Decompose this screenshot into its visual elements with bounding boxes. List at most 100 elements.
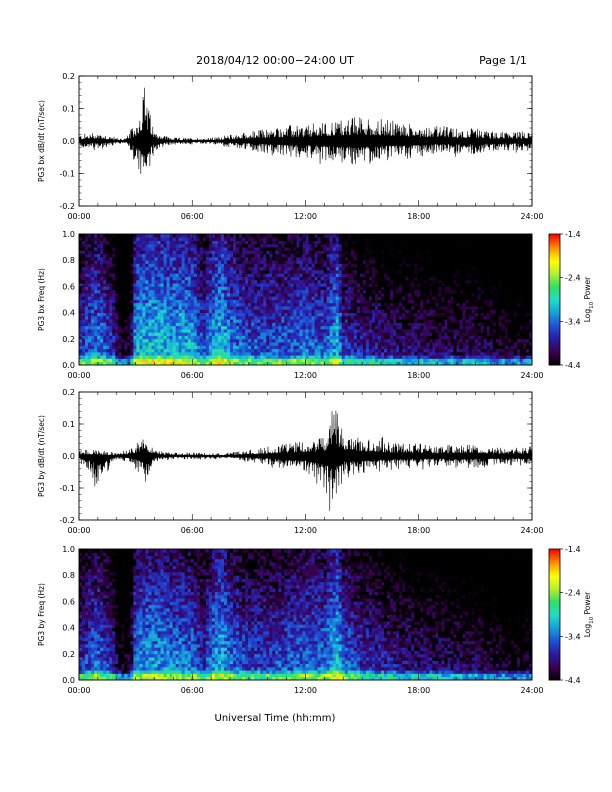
spectrogram-cell <box>426 243 430 248</box>
spectrogram-cell <box>296 338 300 343</box>
spectrogram-cell <box>266 279 270 284</box>
spectrogram-cell <box>420 243 424 248</box>
spectrogram-cell <box>396 342 400 346</box>
spectrogram-cell <box>317 286 321 291</box>
spectrogram-cell <box>245 325 249 330</box>
spectrogram-cell <box>293 338 297 343</box>
spectrogram-cell <box>257 273 261 277</box>
spectrogram-cell <box>118 270 122 274</box>
spectrogram-cell <box>381 247 385 251</box>
spectrogram-cell <box>139 309 143 313</box>
spectrogram-cell <box>278 240 282 245</box>
spectrogram-cell <box>205 270 210 274</box>
spectrogram-cell <box>142 342 146 346</box>
spectrogram-cell <box>308 302 312 307</box>
spectrogram-cell <box>181 247 186 251</box>
spectrogram-cell <box>444 256 448 261</box>
spectrogram-cell <box>115 279 119 284</box>
spectrogram-cell <box>441 355 445 359</box>
spectrogram-cell <box>302 361 306 366</box>
spectrogram-cell <box>136 292 140 297</box>
spectrogram-cell <box>184 250 189 255</box>
spectrogram-cell <box>305 312 309 317</box>
spectrogram-cell <box>332 286 337 291</box>
spectrogram-cell <box>356 237 361 241</box>
spectrogram-cell <box>223 322 228 327</box>
spectrogram-cell <box>187 345 192 350</box>
spectrogram-cell <box>254 322 258 327</box>
spectrogram-cell <box>103 279 107 284</box>
spectrogram-cell <box>384 273 388 277</box>
spectrogram-cell <box>248 315 252 320</box>
spectrogram-cell <box>326 253 331 258</box>
spectrogram-cell <box>393 361 397 366</box>
spectrogram-cell <box>344 243 349 248</box>
spectrogram-cell <box>293 286 297 291</box>
spectrogram-cell <box>130 312 134 317</box>
spectrogram-cell <box>121 315 125 320</box>
spectrogram-cell <box>130 358 134 363</box>
spectrogram-cell <box>103 332 107 336</box>
spectrogram-cell <box>160 234 164 238</box>
spectrogram-cell <box>205 325 210 330</box>
spectrogram-cell <box>239 260 243 264</box>
spectrogram-cell <box>184 286 189 291</box>
spectrogram-cell <box>85 315 89 320</box>
spectrogram-cell <box>97 263 101 268</box>
spectrogram-cell <box>142 273 146 277</box>
spectrogram-cell <box>344 358 349 363</box>
spectrogram-cell <box>220 299 225 304</box>
spectrogram-cell <box>423 234 427 238</box>
spectrogram-cell <box>396 260 400 264</box>
spectrogram-cell <box>405 338 409 343</box>
spectrogram-cell <box>148 292 152 297</box>
spectrogram-cell <box>299 240 303 245</box>
spectrogram-cell <box>151 306 155 310</box>
spectrogram-cell <box>359 253 364 258</box>
spectrogram-cell <box>251 338 255 343</box>
spectrogram-cell <box>85 355 89 359</box>
spectrogram-cell <box>199 256 204 261</box>
spectrogram-cell <box>82 315 86 320</box>
spectrogram-cell <box>441 283 445 287</box>
spectrogram-cell <box>223 260 228 264</box>
spectrogram-cell <box>217 361 222 366</box>
spectrogram-cell <box>172 240 177 245</box>
spectrogram-cell <box>211 247 216 251</box>
spectrogram-cell <box>184 283 189 287</box>
spectrogram-cell <box>293 328 297 333</box>
spectrogram-cell <box>377 361 382 366</box>
spectrogram-cell <box>208 306 213 310</box>
spectrogram-cell <box>374 299 379 304</box>
spectrogram-cell <box>254 361 258 366</box>
spectrogram-cell <box>323 319 328 323</box>
spectrogram-cell <box>387 270 391 274</box>
spectrogram-cell <box>217 276 222 281</box>
spectrogram-cell <box>299 351 303 356</box>
spectrogram-cell <box>417 319 421 323</box>
spectrogram-cell <box>142 351 146 356</box>
spectrogram-cell <box>184 348 189 353</box>
spectrogram-cell <box>163 328 167 333</box>
spectrogram-cell <box>314 286 318 291</box>
spectrogram-cell <box>127 355 131 359</box>
spectrogram-cell <box>154 289 158 294</box>
spectrogram-cell <box>323 358 328 363</box>
spectrogram-cell <box>368 348 373 353</box>
spectrogram-cell <box>302 335 306 340</box>
spectrogram-cell <box>368 283 373 287</box>
spectrogram-cell <box>317 348 321 353</box>
spectrogram-cell <box>157 279 161 284</box>
spectrogram-cell <box>133 270 137 274</box>
spectrogram-cell <box>175 319 180 323</box>
spectrogram-cell <box>350 283 355 287</box>
spectrogram-cell <box>408 243 412 248</box>
spectrogram-cell <box>329 328 334 333</box>
spectrogram-cell <box>311 328 315 333</box>
spectrogram-cell <box>347 338 352 343</box>
spectrogram-cell <box>109 302 113 307</box>
spectrogram-cell <box>245 266 249 271</box>
spectrogram-cell <box>199 260 204 264</box>
spectrogram-cell <box>118 342 122 346</box>
spectrogram-cell <box>396 279 400 284</box>
